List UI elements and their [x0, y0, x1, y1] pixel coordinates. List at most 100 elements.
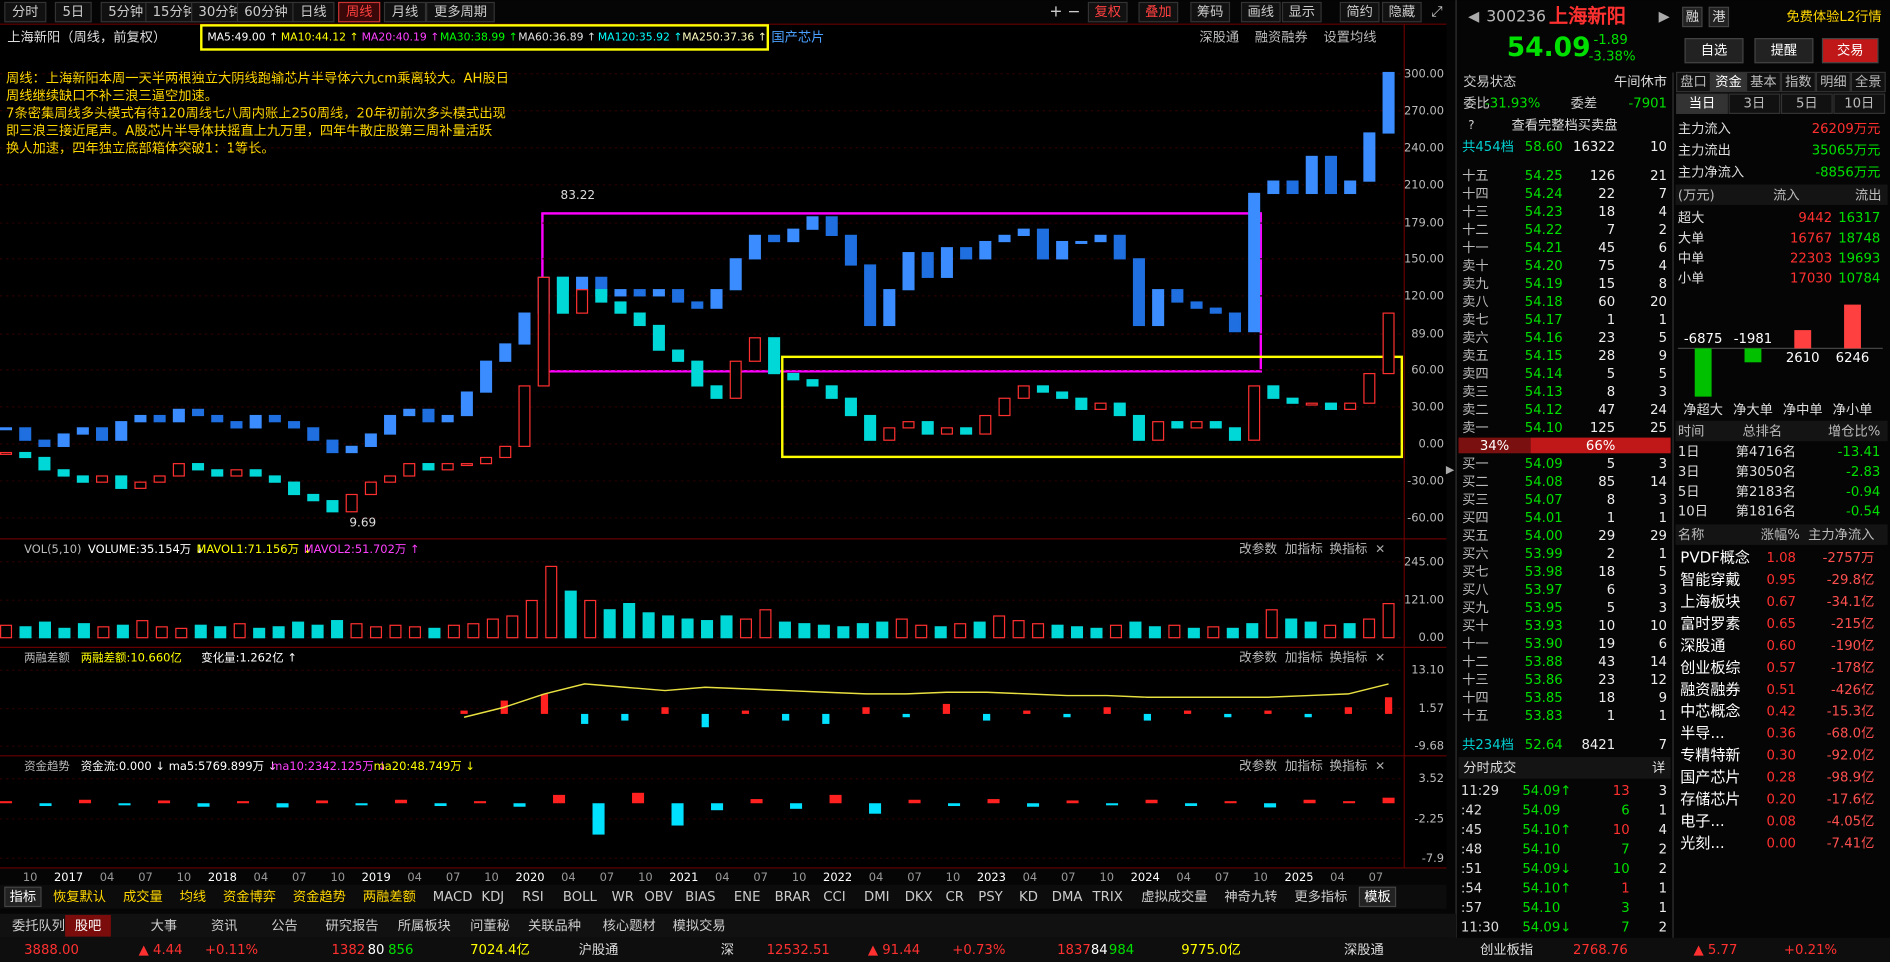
indicator-tab[interactable]: PSY [978, 890, 1003, 905]
chart-link[interactable]: 融资融券 [1255, 29, 1308, 45]
sector-name[interactable]: 深股通 [1680, 636, 1725, 654]
period-tab[interactable] [1833, 93, 1886, 114]
button[interactable] [1754, 38, 1814, 64]
fullscreen[interactable]: ⤢ [1431, 4, 1443, 20]
button-label[interactable]: 提醒 [1771, 43, 1798, 59]
tool-label[interactable]: 画线 [1248, 4, 1275, 20]
indicator-tab[interactable]: DMI [864, 890, 890, 905]
period-tab[interactable] [1676, 93, 1728, 114]
panel-link[interactable]: 改参数 [1239, 650, 1277, 665]
period-tab[interactable] [1728, 93, 1781, 114]
flow-tab[interactable] [1711, 71, 1746, 93]
chart-link[interactable]: 深股通 [1199, 29, 1239, 45]
panel-link[interactable]: 加指标 [1285, 650, 1323, 665]
indicator-tab[interactable]: BIAS [685, 890, 715, 905]
bottom-tab[interactable]: 大事 [151, 918, 178, 934]
period-button[interactable] [292, 1, 335, 23]
bottom-tab[interactable]: 公告 [271, 918, 298, 934]
period-tab[interactable] [1780, 93, 1833, 114]
help-icon[interactable]: ? [1468, 118, 1474, 132]
indicator-tab[interactable]: 恢复默认 [53, 889, 106, 905]
indicator-tab[interactable]: BRAR [775, 890, 811, 905]
indicator-tab[interactable]: KD [1019, 890, 1038, 905]
indicator-tab[interactable]: TRIX [1092, 890, 1123, 905]
panel-link[interactable]: 换指标 [1330, 541, 1368, 556]
sector-name[interactable]: 国产芯片 [1680, 768, 1740, 786]
tool-button[interactable] [1190, 1, 1231, 23]
close[interactable]: ✕ [1375, 759, 1385, 773]
period-tab-label[interactable]: 3日 [1744, 97, 1766, 112]
sector-name[interactable]: PVDF概念 [1680, 549, 1750, 567]
panel-link[interactable]: 加指标 [1285, 758, 1323, 773]
indicator-tab[interactable]: 成交量 [123, 888, 163, 905]
indicator-tab[interactable]: 两融差额 [363, 889, 416, 905]
indicator-tab[interactable]: 神奇九转 [1224, 888, 1277, 905]
detail-link[interactable]: 详 [1652, 760, 1665, 776]
period-label[interactable]: 5分钟 [108, 3, 143, 20]
indicator-tab[interactable]: KDJ [481, 890, 504, 905]
bottom-tab[interactable]: 核心题材 [603, 918, 656, 934]
sector-name[interactable]: 专精特新 [1680, 746, 1740, 764]
indicator-tab[interactable]: 资金博弈 [223, 889, 276, 905]
nav-arrow[interactable]: ◀ [1468, 9, 1480, 25]
bottom-tab[interactable]: 股吧 [75, 919, 102, 934]
close[interactable]: ✕ [1375, 651, 1385, 665]
period-button[interactable] [383, 1, 427, 23]
button-label[interactable]: 自选 [1701, 43, 1728, 59]
zoom-out[interactable]: − [1067, 2, 1080, 21]
bottom-tab[interactable]: 所属板块 [398, 918, 451, 934]
period-button[interactable] [426, 1, 495, 23]
period-label[interactable]: 周线 [346, 4, 373, 20]
flow-tab-label[interactable]: 明细 [1820, 74, 1847, 90]
bottom-tab[interactable]: 模拟交易 [673, 917, 726, 934]
flow-tab[interactable] [1850, 71, 1886, 93]
period-label[interactable]: 60分钟 [244, 3, 287, 20]
period-label[interactable]: 5日 [62, 5, 84, 20]
sector-name[interactable]: 融资融券 [1680, 680, 1740, 698]
sector-name[interactable]: 富时罗素 [1680, 614, 1740, 632]
period-tab-label[interactable]: 当日 [1689, 96, 1716, 112]
indicator-tab[interactable]: 模板 [1364, 889, 1391, 905]
indicator-tab[interactable]: MACD [433, 890, 473, 905]
bottom-tab[interactable]: 委托队列 [12, 918, 65, 934]
indicator-tab[interactable]: 均线 [180, 889, 207, 905]
zoom-in[interactable]: + [1049, 2, 1062, 21]
tool-button[interactable] [1240, 1, 1281, 23]
period-tab-label[interactable]: 10日 [1844, 97, 1874, 112]
period-label[interactable]: 日线 [300, 4, 327, 20]
sector-name[interactable]: 存储芯片 [1680, 790, 1740, 808]
chart-link[interactable]: 设置均线 [1323, 29, 1376, 45]
splitter[interactable]: ▶ [1446, 463, 1455, 476]
flow-tab-label[interactable]: 资金 [1715, 74, 1742, 90]
panel-link[interactable]: 换指标 [1330, 650, 1368, 665]
tool-button[interactable] [1381, 1, 1422, 23]
flow-tab[interactable] [1745, 71, 1781, 93]
period-label[interactable]: 30分钟 [198, 3, 241, 20]
nav-arrow[interactable]: ▶ [1659, 9, 1671, 25]
panel-link[interactable]: 加指标 [1285, 541, 1323, 556]
sector-name[interactable]: 上海板块 [1680, 593, 1740, 611]
tool-label[interactable]: 显示 [1289, 5, 1316, 20]
indicator-tab[interactable]: 虚拟成交量 [1141, 888, 1207, 905]
tool-label[interactable]: 简约 [1346, 3, 1373, 20]
book-link[interactable]: 查看完整档买卖盘 [1512, 116, 1618, 133]
indicator-tab[interactable]: 更多指标 [1294, 888, 1347, 905]
indicator-tab[interactable]: 指标 [10, 889, 37, 905]
indicator-tab[interactable]: ENE [734, 890, 761, 905]
button-label[interactable]: 交易 [1837, 42, 1864, 59]
bottom-tab[interactable]: 研究报告 [325, 918, 378, 934]
period-button[interactable] [4, 1, 47, 23]
tool-label[interactable]: 复权 [1094, 3, 1121, 20]
panel-link[interactable]: 改参数 [1239, 541, 1277, 556]
tool-button[interactable] [1087, 1, 1128, 23]
indicator-tab[interactable]: BOLL [563, 890, 598, 905]
indicator-tab[interactable]: CCI [823, 890, 845, 905]
sector-name[interactable]: 半导... [1680, 724, 1724, 742]
tool-button[interactable] [1339, 1, 1380, 23]
indicator-tab[interactable]: RSI [522, 890, 544, 905]
panel-link[interactable]: 改参数 [1239, 758, 1277, 773]
tool-label[interactable]: 叠加 [1145, 4, 1172, 20]
indicator-tab[interactable]: 资金趋势 [293, 889, 346, 905]
indicator-tab[interactable]: OBV [644, 890, 672, 905]
panel-link[interactable]: 换指标 [1330, 758, 1368, 773]
